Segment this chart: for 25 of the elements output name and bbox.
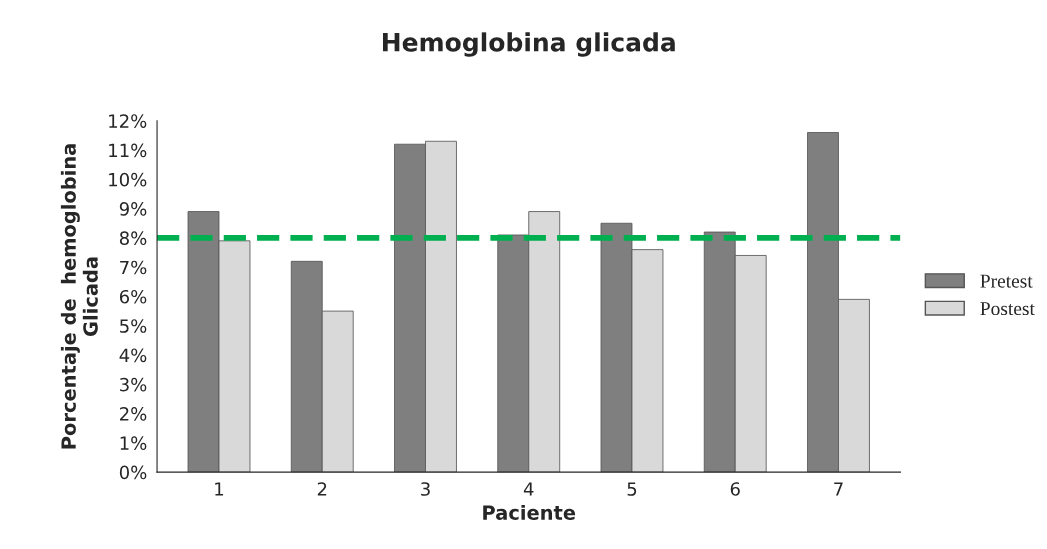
y-tick-label: 4% xyxy=(119,348,147,363)
x-tick-label: 3 xyxy=(421,482,430,496)
x-tick-label: 4 xyxy=(523,482,534,496)
legend-label: Postest xyxy=(980,302,1035,316)
legend-label: Pretest xyxy=(980,274,1033,288)
y-tick-label: 10% xyxy=(109,172,147,187)
y-tick-label: 7% xyxy=(120,260,147,275)
y-tick-label: 12% xyxy=(109,114,147,128)
x-tick-label: 7 xyxy=(834,482,843,496)
y-tick-label: 0% xyxy=(119,465,147,480)
y-tick-label: 3% xyxy=(120,377,147,392)
y-tick-label: 6% xyxy=(119,289,147,304)
x-tick-label: 2 xyxy=(317,482,327,496)
y-tick-label: 5% xyxy=(120,319,147,333)
y-axis-title: Porcentaje de hemoglobina Glicada xyxy=(60,144,98,449)
x-tick-label: 1 xyxy=(215,482,224,496)
y-tick-label: 1% xyxy=(120,436,147,450)
chart-title: Hemoglobina glicada xyxy=(382,32,675,57)
y-tick-label: 9% xyxy=(119,202,147,216)
y-tick-label: 11% xyxy=(109,143,147,158)
y-tick-label: 8% xyxy=(119,231,147,246)
x-tick-label: 5 xyxy=(627,482,637,496)
x-tick-label: 6 xyxy=(730,482,740,496)
x-axis-title: Paciente xyxy=(483,504,576,520)
y-tick-label: 2% xyxy=(120,407,147,421)
